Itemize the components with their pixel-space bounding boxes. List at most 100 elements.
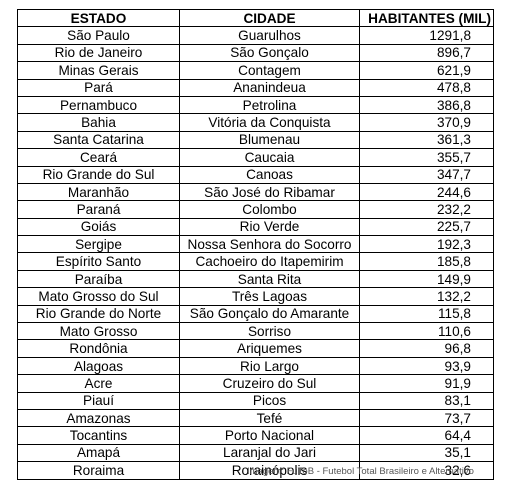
cell-habitantes: 370,9 <box>359 113 494 132</box>
cell-estado: Pará <box>17 78 180 97</box>
cell-estado: Rio Grande do Norte <box>17 304 180 324</box>
table-row: Santa Catarina Blumenau 361,3 <box>17 130 494 150</box>
cell-estado: São Paulo <box>17 26 180 45</box>
cell-cidade: Nossa Senhora do Socorro <box>179 235 360 254</box>
image-credit-caption: Imagem: FuToB - Futebol Total Brasileiro… <box>247 466 474 477</box>
table-row: Rio de Janeiro São Gonçalo 896,7 <box>17 43 494 63</box>
cell-habitantes: 32,6 <box>359 461 494 480</box>
cell-cidade: Vitória da Conquista <box>179 113 360 132</box>
cell-cidade: Petrolina <box>179 95 360 115</box>
cell-estado: Goiás <box>17 217 180 237</box>
cell-cidade: Cachoeiro do Itapemirim <box>179 252 360 271</box>
cell-estado: Espírito Santo <box>17 252 180 271</box>
cell-habitantes: 91,9 <box>359 374 494 393</box>
table-row: Espírito Santo Cachoeiro do Itapemirim 185… <box>17 252 494 271</box>
cell-cidade: Tefé <box>179 408 360 428</box>
cell-cidade: Sorriso <box>179 322 360 341</box>
cell-habitantes: 73,7 <box>359 408 494 428</box>
cell-habitantes: 132,2 <box>359 287 494 306</box>
cell-estado: Acre <box>17 374 180 393</box>
cell-habitantes: 347,7 <box>359 165 494 184</box>
cell-habitantes: 149,9 <box>359 269 494 289</box>
table-row: Pará Ananindeua 478,8 <box>17 78 494 97</box>
cell-habitantes: 1291,8 <box>359 26 494 45</box>
table-row: Piauí Picos 83,1 <box>17 391 494 410</box>
cell-habitantes: 93,9 <box>359 356 494 376</box>
cell-estado: Alagoas <box>17 356 180 376</box>
table-row: Alagoas Rio Largo 93,9 <box>17 356 494 376</box>
table-row: Roraima Rorainópolis 32,6 <box>17 461 494 480</box>
cell-cidade: Colombo <box>179 200 360 219</box>
cell-estado: Rondônia <box>17 339 180 358</box>
table-row: Rio Grande do Sul Canoas 347,7 <box>17 165 494 184</box>
cell-estado: Amazonas <box>17 408 180 428</box>
cell-estado: Bahia <box>17 113 180 132</box>
cell-estado: Roraima <box>17 461 180 480</box>
population-table: ESTADO CIDADE HABITANTES (MIL) São Paulo… <box>17 8 494 480</box>
table-row: Mato Grosso Sorriso 110,6 <box>17 322 494 341</box>
cell-estado: Mato Grosso <box>17 322 180 341</box>
cell-habitantes: 386,8 <box>359 95 494 115</box>
cell-estado: Rio de Janeiro <box>17 43 180 63</box>
cell-cidade: Ananindeua <box>179 78 360 97</box>
cell-habitantes: 115,8 <box>359 304 494 324</box>
population-table-container: ESTADO CIDADE HABITANTES (MIL) São Paulo… <box>17 8 494 480</box>
table-row: Rio Grande do Norte São Gonçalo do Amaran… <box>17 304 494 324</box>
cell-habitantes: 225,7 <box>359 217 494 237</box>
table-row: Paraná Colombo 232,2 <box>17 200 494 219</box>
cell-estado: Ceará <box>17 148 180 167</box>
cell-estado: Piauí <box>17 391 180 410</box>
cell-cidade: Guarulhos <box>179 26 360 45</box>
table-row: Pernambuco Petrolina 386,8 <box>17 95 494 115</box>
cell-cidade: Três Lagoas <box>179 287 360 306</box>
cell-habitantes: 96,8 <box>359 339 494 358</box>
table-row: Paraíba Santa Rita 149,9 <box>17 269 494 289</box>
table-row: Ceará Caucaia 355,7 <box>17 148 494 167</box>
table-row: Goiás Rio Verde 225,7 <box>17 217 494 237</box>
header-habitantes: HABITANTES (MIL) <box>359 8 494 28</box>
table-row: Rondônia Ariquemes 96,8 <box>17 339 494 358</box>
header-estado: ESTADO <box>17 8 180 28</box>
cell-estado: Paraíba <box>17 269 180 289</box>
cell-habitantes: 361,3 <box>359 130 494 150</box>
table-row: Bahia Vitória da Conquista 370,9 <box>17 113 494 132</box>
header-cidade: CIDADE <box>179 8 360 28</box>
cell-cidade: Rio Largo <box>179 356 360 376</box>
cell-cidade: Cruzeiro do Sul <box>179 374 360 393</box>
cell-habitantes: 355,7 <box>359 148 494 167</box>
cell-estado: Maranhão <box>17 182 180 202</box>
cell-estado: Rio Grande do Sul <box>17 165 180 184</box>
cell-cidade: Laranjal do Jari <box>179 443 360 463</box>
table-body: São Paulo Guarulhos 1291,8 Rio de Janeiro Sã… <box>17 26 494 480</box>
cell-cidade: São Gonçalo <box>179 43 360 63</box>
cell-cidade: Blumenau <box>179 130 360 150</box>
cell-cidade: São José do Ribamar <box>179 182 360 202</box>
cell-habitantes: 244,6 <box>359 182 494 202</box>
cell-habitantes: 64,4 <box>359 426 494 445</box>
cell-estado: Mato Grosso do Sul <box>17 287 180 306</box>
cell-habitantes: 110,6 <box>359 322 494 341</box>
cell-habitantes: 35,1 <box>359 443 494 463</box>
cell-habitantes: 83,1 <box>359 391 494 410</box>
table-row: Mato Grosso do Sul Três Lagoas 132,2 <box>17 287 494 306</box>
table-row: Sergipe Nossa Senhora do Socorro 192,3 <box>17 235 494 254</box>
cell-estado: Amapá <box>17 443 180 463</box>
cell-habitantes: 478,8 <box>359 78 494 97</box>
table-row: Acre Cruzeiro do Sul 91,9 <box>17 374 494 393</box>
cell-habitantes: 192,3 <box>359 235 494 254</box>
table-row: Amapá Laranjal do Jari 35,1 <box>17 443 494 463</box>
cell-cidade: Rio Verde <box>179 217 360 237</box>
cell-cidade: Porto Nacional <box>179 426 360 445</box>
table-header-row: ESTADO CIDADE HABITANTES (MIL) <box>17 8 494 28</box>
cell-estado: Tocantins <box>17 426 180 445</box>
cell-cidade: Ariquemes <box>179 339 360 358</box>
cell-cidade: Contagem <box>179 61 360 80</box>
table-row: São Paulo Guarulhos 1291,8 <box>17 26 494 45</box>
cell-estado: Santa Catarina <box>17 130 180 150</box>
table-row: Tocantins Porto Nacional 64,4 <box>17 426 494 445</box>
cell-cidade: São Gonçalo do Amarante <box>179 304 360 324</box>
table-row: Minas Gerais Contagem 621,9 <box>17 61 494 80</box>
cell-habitantes: 896,7 <box>359 43 494 63</box>
cell-cidade: Santa Rita <box>179 269 360 289</box>
cell-habitantes: 185,8 <box>359 252 494 271</box>
